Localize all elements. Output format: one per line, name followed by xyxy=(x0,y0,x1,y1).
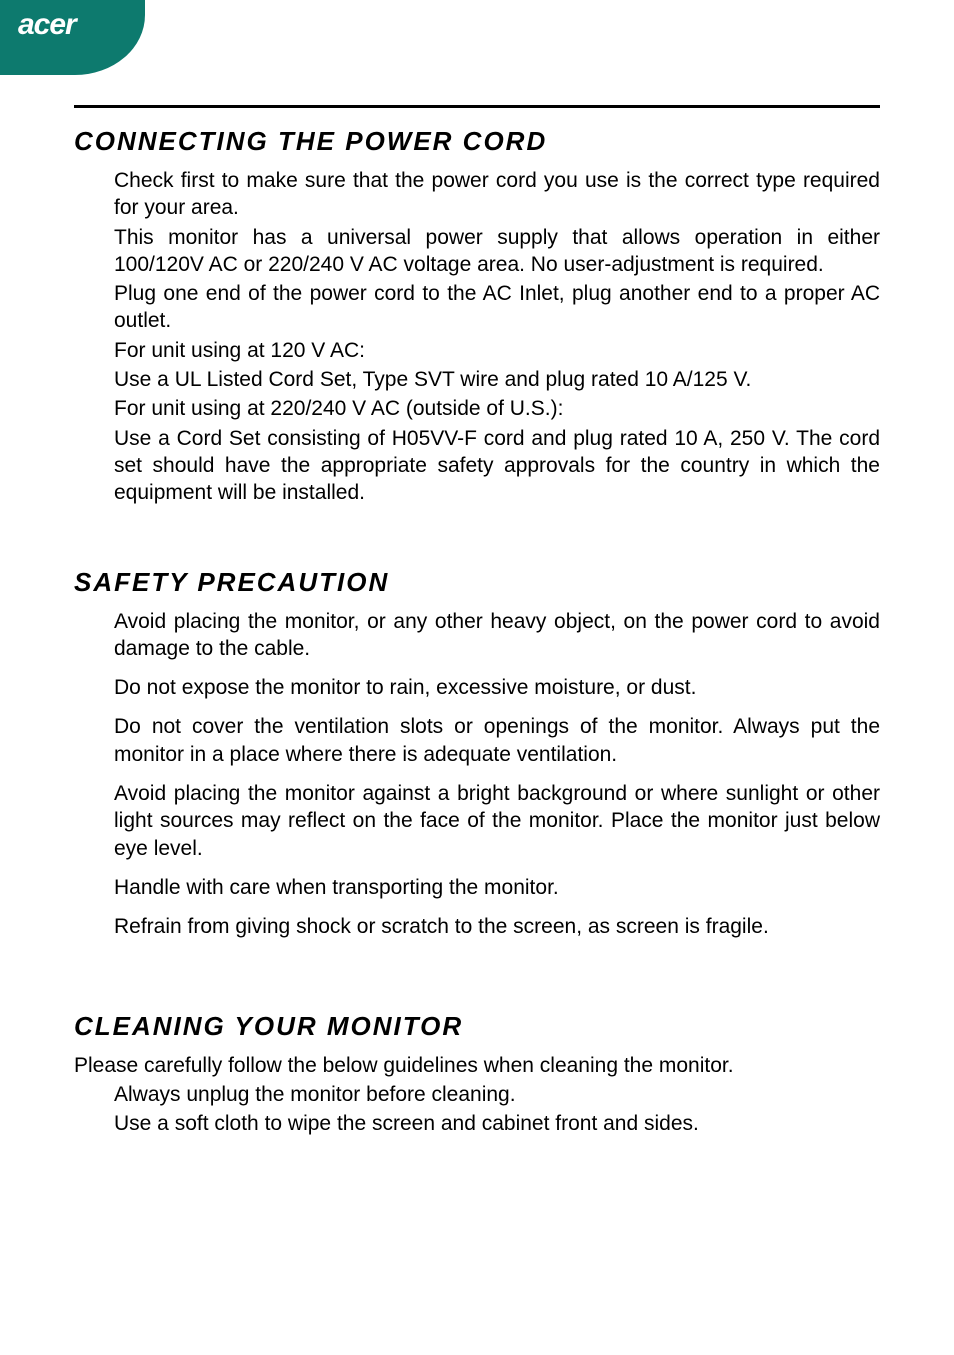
safety-item-4: Avoid placing the monitor against a brig… xyxy=(114,780,880,862)
connecting-p4: For unit using at 120 V AC: xyxy=(114,337,880,364)
safety-item-3: Do not cover the ventilation slots or op… xyxy=(114,713,880,768)
safety-item-2: Do not expose the monitor to rain, exces… xyxy=(114,674,880,701)
connecting-p7: Use a Cord Set consisting of H05VV-F cor… xyxy=(114,425,880,507)
connecting-p3: Plug one end of the power cord to the AC… xyxy=(114,280,880,335)
connecting-p2: This monitor has a universal power suppl… xyxy=(114,224,880,279)
cleaning-intro: Please carefully follow the below guidel… xyxy=(74,1052,880,1079)
connecting-p1: Check first to make sure that the power … xyxy=(114,167,880,222)
section-heading-safety: SAFETY PRECAUTION xyxy=(74,567,880,598)
safety-item-5: Handle with care when transporting the m… xyxy=(114,874,880,901)
safety-item-1: Avoid placing the monitor, or any other … xyxy=(114,608,880,663)
safety-item-6: Refrain from giving shock or scratch to … xyxy=(114,913,880,940)
section-heading-cleaning: CLEANING YOUR MONITOR xyxy=(74,1011,880,1042)
section-heading-connecting: CONNECTING THE POWER CORD xyxy=(74,126,880,157)
content-area: CONNECTING THE POWER CORD Check first to… xyxy=(74,105,880,1139)
brand-logo: acer xyxy=(18,8,76,42)
connecting-p6: For unit using at 220/240 V AC (outside … xyxy=(114,395,880,422)
header-divider xyxy=(74,105,880,108)
cleaning-item-2: Use a soft cloth to wipe the screen and … xyxy=(114,1110,880,1137)
connecting-p5: Use a UL Listed Cord Set, Type SVT wire … xyxy=(114,366,880,393)
cleaning-item-1: Always unplug the monitor before cleanin… xyxy=(114,1081,880,1108)
